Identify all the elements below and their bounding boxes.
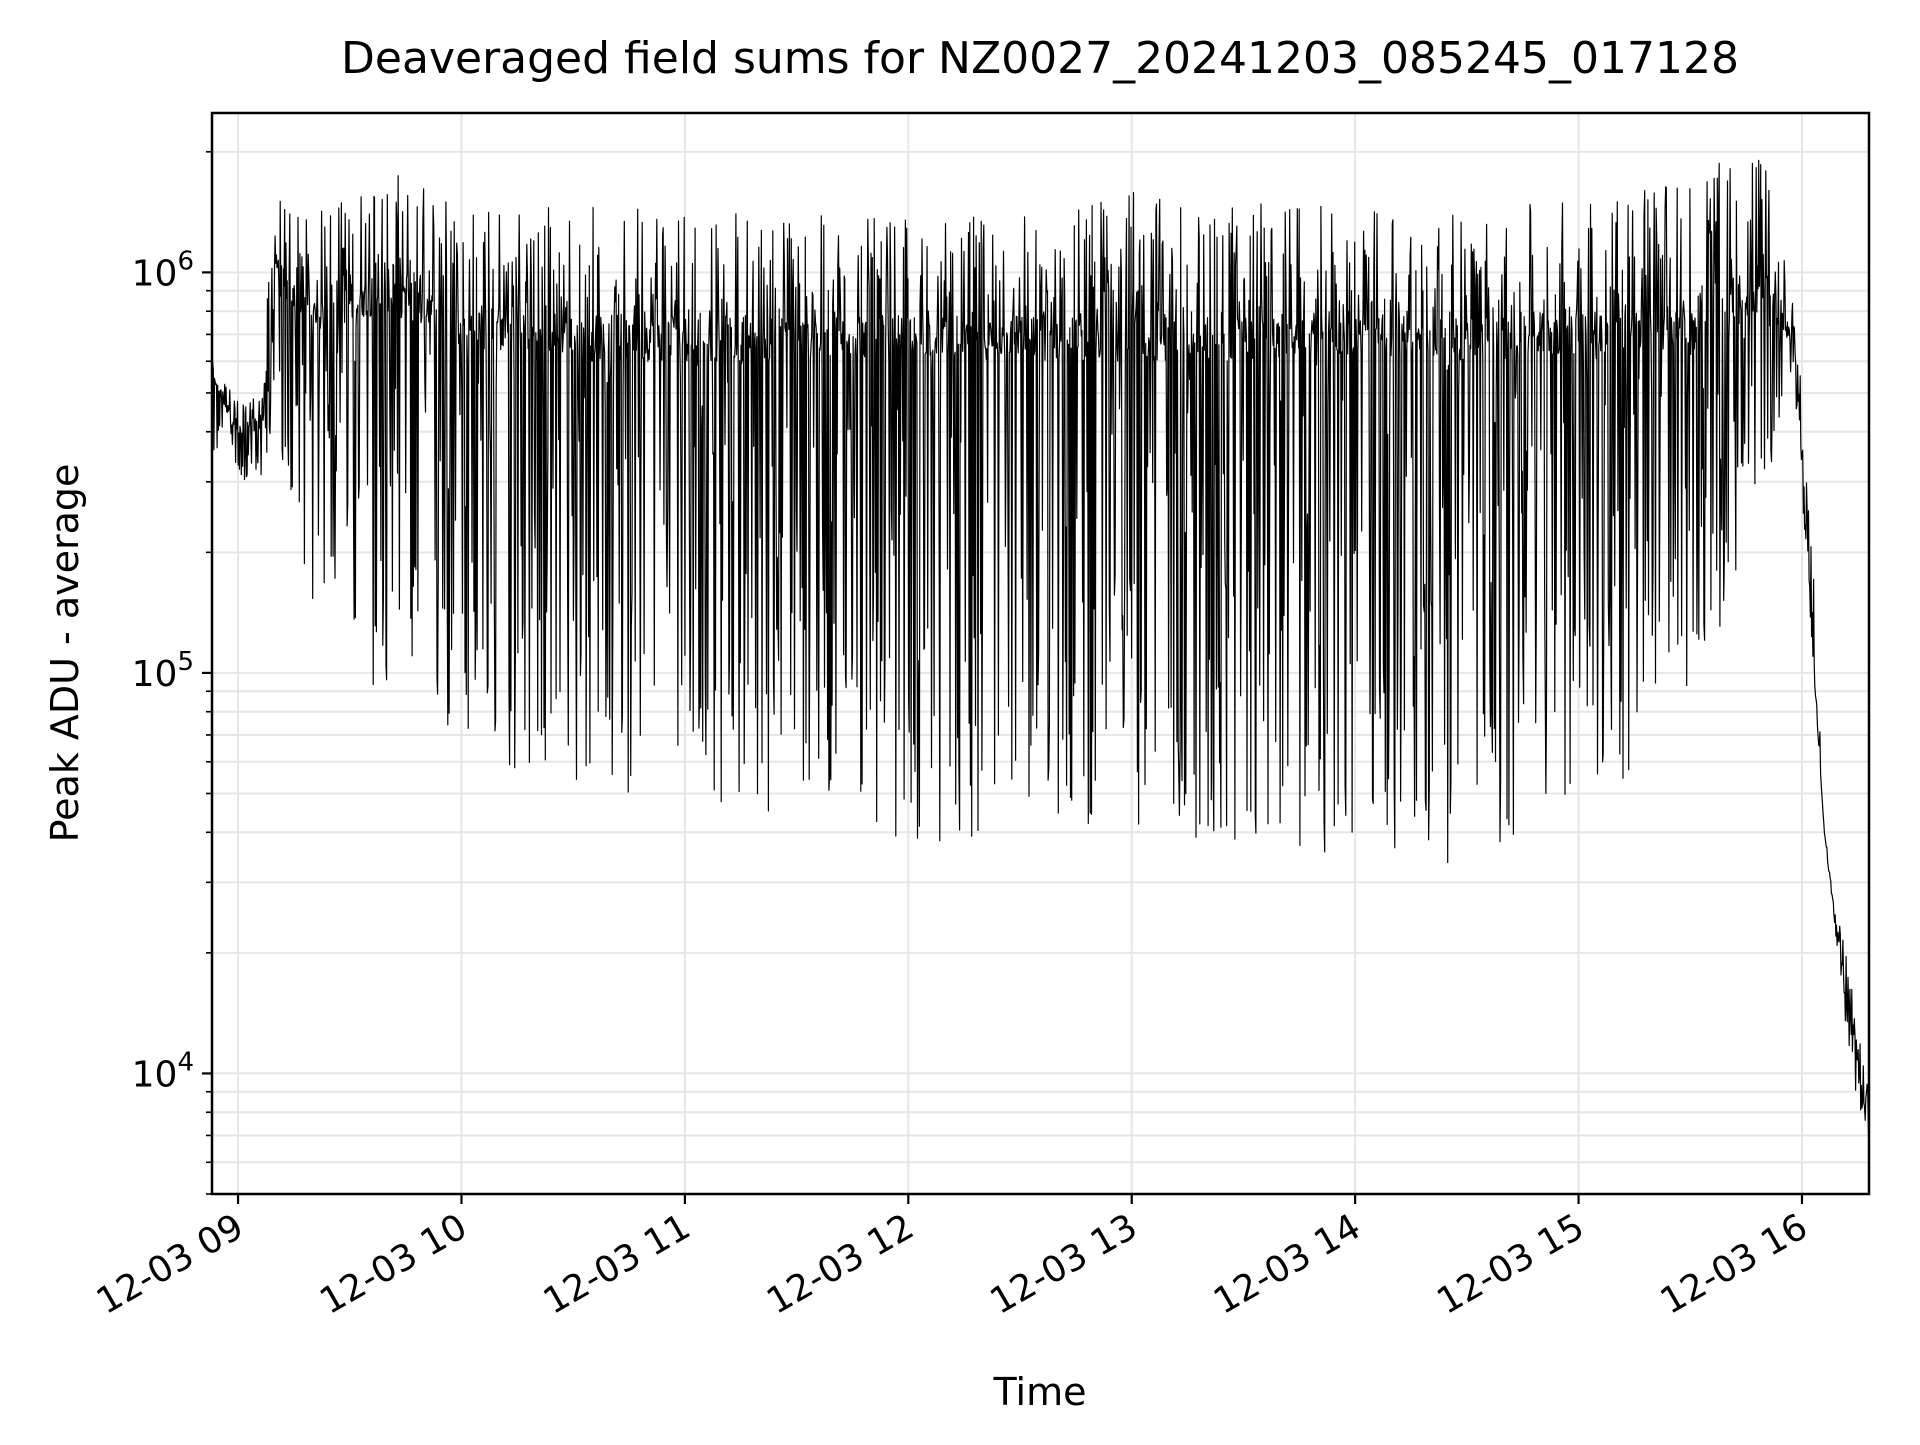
chart-title: Deaveraged field sums for NZ0027_2024120… [341,33,1739,84]
x-axis-label: Time [993,1370,1087,1414]
y-axis-label: Peak ADU - average [43,464,87,843]
y-tick-label: 106 [132,246,194,294]
plot-frame [210,111,1871,1196]
y-tick-label: 104 [132,1047,194,1095]
series-line [211,159,1870,1133]
data-series [211,159,1870,1133]
y-tick-label: 105 [132,647,194,695]
